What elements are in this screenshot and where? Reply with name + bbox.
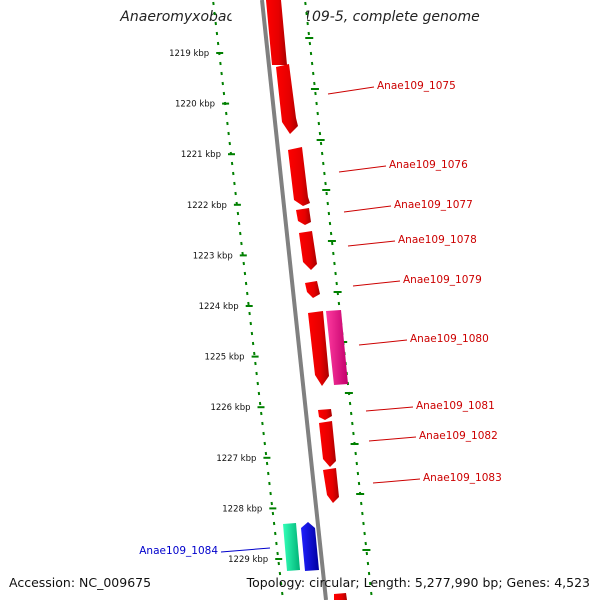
- label-leader-line: [368, 436, 417, 442]
- gene-anae109-1085[interactable]: [334, 593, 347, 600]
- gene-anae109-1076[interactable]: [288, 147, 310, 206]
- forward-genes: [266, 0, 348, 600]
- label-leader-line: [352, 280, 401, 287]
- gene-anae109-1080b[interactable]: [326, 310, 348, 385]
- tick-label: 1229 kbp: [228, 555, 268, 565]
- gene-label-anae109-1080[interactable]: Anae109_1080: [410, 333, 489, 345]
- label-leader-line: [372, 478, 421, 484]
- reverse-genes: [283, 522, 319, 571]
- gene-label-anae109-1082[interactable]: Anae109_1082: [419, 430, 498, 442]
- gene-anae109-1078[interactable]: [299, 231, 317, 270]
- gene-label-anae109-1075[interactable]: Anae109_1075: [377, 80, 456, 92]
- gene-label-anae109-1079[interactable]: Anae109_1079: [403, 274, 482, 286]
- gene-label-anae109-1076[interactable]: Anae109_1076: [389, 159, 468, 171]
- gene-anae109-1081[interactable]: [318, 409, 332, 420]
- tick-label: 1222 kbp: [187, 201, 227, 211]
- gene-anae109-1084-teal[interactable]: [283, 523, 300, 571]
- label-leader-line: [327, 86, 375, 95]
- tick-label: 1219 kbp: [169, 49, 209, 59]
- label-leader-line: [358, 339, 408, 346]
- gene-label-anae109-1084[interactable]: Anae109_1084: [139, 545, 218, 557]
- gene-anae109-1079[interactable]: [305, 281, 320, 298]
- label-leader-line: [338, 165, 387, 173]
- gene-labels: Anae109_1075 Anae109_1076 Anae109_1077 Anae…: [139, 80, 502, 557]
- gene-label-anae109-1083[interactable]: Anae109_1083: [423, 472, 502, 484]
- tick-label: 1220 kbp: [175, 100, 215, 110]
- gene-anae109-1075[interactable]: [276, 64, 298, 134]
- inner-scale-track: [212, 1, 284, 596]
- accession-text: Accession: NC_009675: [9, 575, 152, 590]
- tick-label: 1228 kbp: [222, 504, 262, 514]
- gene-label-anae109-1081[interactable]: Anae109_1081: [416, 400, 495, 412]
- tick-label: 1226 kbp: [210, 403, 250, 413]
- gene-anae109-1074[interactable]: [266, 0, 287, 65]
- label-leader-line: [220, 547, 271, 553]
- tick-label: 1221 kbp: [181, 150, 221, 160]
- ring-band: [230, 0, 372, 600]
- label-leader-line: [365, 406, 414, 412]
- label-leader-line: [343, 205, 392, 213]
- tick-labels: 1219 kbp 1220 kbp 1221 kbp 1222 kbp 1223 kbp…: [169, 49, 283, 565]
- gene-label-anae109-1077[interactable]: Anae109_1077: [394, 199, 473, 211]
- tick-label: 1224 kbp: [199, 302, 239, 312]
- gene-anae109-1077[interactable]: [296, 208, 311, 225]
- tick-label: 1223 kbp: [193, 251, 233, 261]
- gene-anae109-1084[interactable]: [301, 522, 319, 571]
- gene-label-anae109-1078[interactable]: Anae109_1078: [398, 234, 477, 246]
- tick-label: 1227 kbp: [216, 454, 256, 464]
- tick-label: 1225 kbp: [205, 353, 245, 363]
- gene-anae109-1083[interactable]: [323, 468, 339, 503]
- label-leader-line: [347, 240, 396, 247]
- gene-anae109-1080[interactable]: [308, 311, 329, 386]
- genome-backbone: [260, 0, 328, 600]
- gene-anae109-1082[interactable]: [319, 421, 336, 467]
- topology-text: Topology: circular; Length: 5,277,990 bp…: [246, 575, 590, 590]
